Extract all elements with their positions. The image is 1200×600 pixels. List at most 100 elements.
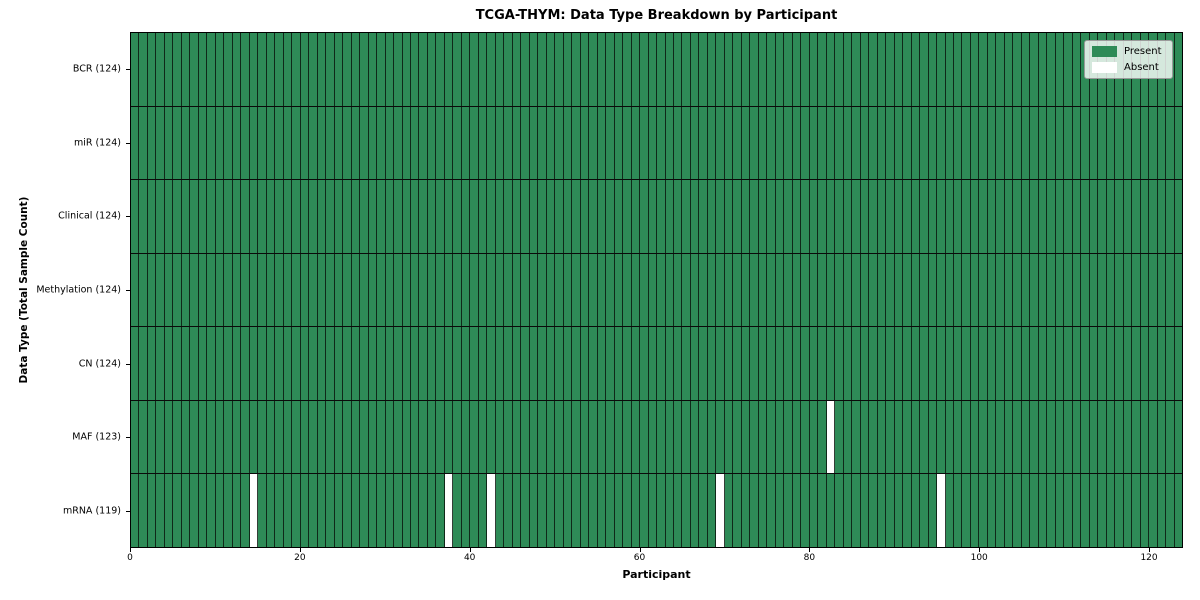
heatmap-cell-present bbox=[232, 474, 242, 548]
heatmap-cell-present bbox=[232, 253, 242, 327]
heatmap-cell-present bbox=[937, 180, 946, 253]
heatmap-cell-present bbox=[1140, 400, 1150, 474]
heatmap-cell-present bbox=[665, 33, 674, 106]
heatmap-cell-present bbox=[156, 180, 165, 253]
heatmap-cell-present bbox=[631, 400, 641, 474]
heatmap-cell-present bbox=[529, 474, 539, 548]
heatmap-cell-present bbox=[869, 33, 878, 106]
heatmap-cell-present bbox=[232, 400, 242, 474]
x-tick-mark bbox=[1149, 548, 1151, 552]
heatmap-cell-present bbox=[317, 253, 327, 327]
heatmap-cell-present bbox=[665, 106, 674, 180]
heatmap-cell-present bbox=[368, 253, 378, 327]
heatmap-cell-present bbox=[631, 106, 641, 180]
heatmap-cell-present bbox=[444, 253, 454, 327]
heatmap-cell-present bbox=[741, 474, 751, 548]
heatmap-cell-present bbox=[911, 106, 921, 180]
heatmap-cell-present bbox=[572, 400, 581, 474]
heatmap-cell-present bbox=[1047, 474, 1056, 548]
heatmap-cell-present bbox=[572, 253, 581, 327]
heatmap-cell-present bbox=[470, 33, 479, 106]
heatmap-cell-present bbox=[580, 253, 590, 327]
heatmap-cell-present bbox=[470, 106, 479, 180]
heatmap-cell-present bbox=[818, 253, 827, 327]
heatmap-cell-present bbox=[970, 253, 980, 327]
heatmap-cell-present bbox=[987, 474, 997, 548]
heatmap-cell-present bbox=[394, 106, 403, 180]
heatmap-cell-present bbox=[198, 253, 208, 327]
heatmap-cell-present bbox=[835, 400, 844, 474]
heatmap-cell-present bbox=[427, 400, 437, 474]
heatmap-cell-present bbox=[1149, 400, 1158, 474]
heatmap-cell-present bbox=[987, 400, 997, 474]
heatmap-cell-present bbox=[173, 33, 182, 106]
heatmap-cell-present bbox=[682, 327, 691, 400]
heatmap-cell-present bbox=[614, 33, 624, 106]
heatmap-cell-present bbox=[767, 253, 776, 327]
heatmap-cell-present bbox=[826, 180, 836, 253]
heatmap-cell-present bbox=[173, 180, 182, 253]
heatmap-cell-present bbox=[478, 400, 488, 474]
heatmap-cell-present bbox=[232, 180, 242, 253]
heatmap-cell-present bbox=[623, 327, 632, 400]
heatmap-cell-present bbox=[461, 400, 471, 474]
heatmap-cell-present bbox=[1055, 253, 1065, 327]
heatmap-cell-present bbox=[385, 33, 395, 106]
heatmap-cell-present bbox=[767, 400, 776, 474]
heatmap-cell-present bbox=[1166, 106, 1175, 180]
heatmap-cell-present bbox=[529, 400, 539, 474]
legend-swatch-absent bbox=[1092, 62, 1117, 73]
y-tick-label-maf: MAF (123) bbox=[72, 431, 121, 443]
heatmap-cell-present bbox=[377, 106, 386, 180]
heatmap-cell-present bbox=[478, 106, 488, 180]
heatmap-cell-present bbox=[394, 180, 403, 253]
heatmap-cell-present bbox=[657, 474, 666, 548]
heatmap-cell-present bbox=[640, 474, 649, 548]
heatmap-cell-present bbox=[266, 106, 276, 180]
heatmap-cell-present bbox=[368, 474, 378, 548]
heatmap-cell-present bbox=[1149, 106, 1158, 180]
heatmap-cell-present bbox=[156, 327, 165, 400]
heatmap-cell-present bbox=[394, 400, 403, 474]
heatmap-cell-present bbox=[1030, 106, 1039, 180]
heatmap-cell-present bbox=[1021, 180, 1031, 253]
heatmap-cell-present bbox=[241, 400, 250, 474]
heatmap-cell-present bbox=[903, 474, 912, 548]
heatmap-cell-present bbox=[1157, 106, 1167, 180]
heatmap-cell-present bbox=[970, 474, 980, 548]
heatmap-cell-present bbox=[215, 474, 225, 548]
heatmap-cell-present bbox=[402, 327, 411, 400]
heatmap-cell-present bbox=[699, 400, 708, 474]
heatmap-cell-present bbox=[300, 474, 310, 548]
heatmap-cell-present bbox=[181, 474, 191, 548]
heatmap-cell-present bbox=[894, 33, 904, 106]
heatmap-cell-present bbox=[1166, 400, 1175, 474]
heatmap-cell-present bbox=[945, 180, 954, 253]
heatmap-cell-present bbox=[665, 327, 674, 400]
heatmap-cell-present bbox=[131, 253, 140, 327]
heatmap-cell-present bbox=[674, 33, 683, 106]
heatmap-cell-present bbox=[614, 327, 624, 400]
heatmap-cell-present bbox=[597, 106, 607, 180]
heatmap-cell-present bbox=[589, 180, 598, 253]
heatmap-cell-present bbox=[1098, 106, 1107, 180]
heatmap-cell-present bbox=[317, 400, 327, 474]
heatmap-cell-present bbox=[665, 253, 674, 327]
heatmap-cell-present bbox=[818, 474, 827, 548]
heatmap-cell-present bbox=[750, 327, 759, 400]
heatmap-cell-present bbox=[699, 180, 708, 253]
heatmap-cell-present bbox=[521, 253, 530, 327]
heatmap-cell-present bbox=[928, 180, 938, 253]
heatmap-cell-present bbox=[1174, 400, 1183, 474]
heatmap-cell-present bbox=[690, 33, 700, 106]
heatmap-cell-present bbox=[427, 33, 437, 106]
heatmap-cell-present bbox=[147, 253, 157, 327]
heatmap-cell-present bbox=[555, 474, 564, 548]
x-tick-label: 120 bbox=[1140, 553, 1158, 563]
heatmap-cell-present bbox=[343, 33, 352, 106]
heatmap-cell-present bbox=[156, 106, 165, 180]
heatmap-cell-present bbox=[1174, 474, 1183, 548]
heatmap-cell-present bbox=[453, 474, 462, 548]
heatmap-cell-present bbox=[852, 400, 861, 474]
heatmap-cell-present bbox=[436, 33, 445, 106]
